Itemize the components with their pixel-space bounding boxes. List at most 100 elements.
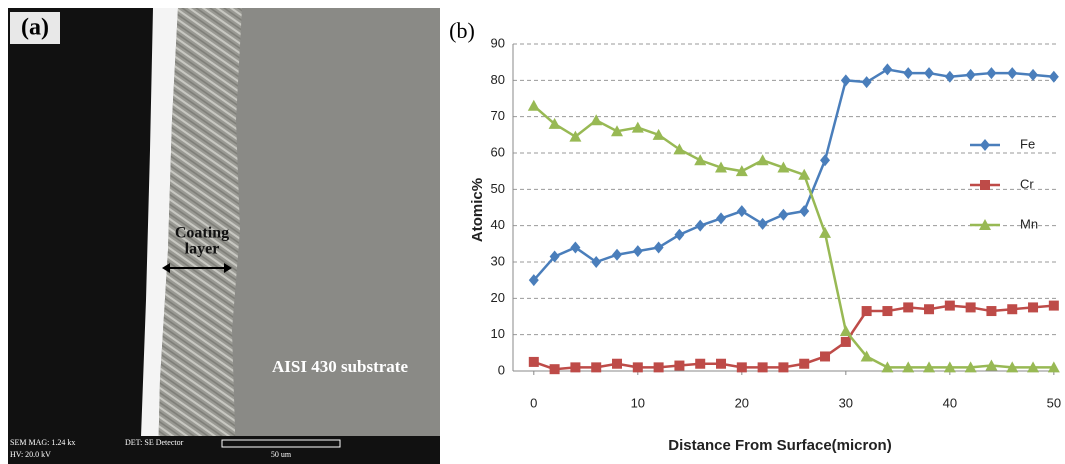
- marker: [715, 161, 728, 173]
- footer-text: DET: SE Detector: [125, 438, 184, 447]
- marker: [590, 114, 603, 126]
- marker: [652, 128, 665, 140]
- y-tick-label: 50: [491, 181, 505, 196]
- legend-label: Fe: [1020, 136, 1035, 151]
- marker: [673, 143, 686, 155]
- marker: [756, 154, 769, 166]
- y-tick-label: 60: [491, 144, 505, 159]
- series-line: [532, 68, 1054, 281]
- marker: [612, 248, 623, 261]
- marker: [653, 241, 664, 254]
- marker: [528, 356, 539, 367]
- series-line: [532, 104, 1054, 369]
- footer-text: SEM MAG: 1.24 kx: [10, 438, 75, 447]
- legend-label: Cr: [1020, 176, 1034, 191]
- marker: [778, 208, 789, 221]
- marker: [757, 217, 768, 230]
- marker: [695, 358, 706, 369]
- x-tick-label: 30: [839, 395, 853, 410]
- annotation: Coating: [175, 225, 229, 242]
- marker: [716, 358, 727, 369]
- x-tick-label: 50: [1047, 395, 1061, 410]
- marker: [757, 362, 768, 373]
- marker: [674, 360, 685, 371]
- marker: [674, 228, 685, 241]
- x-tick-label: 0: [530, 395, 537, 410]
- marker: [943, 361, 956, 373]
- marker: [986, 306, 997, 317]
- arrow-heads: [162, 263, 232, 273]
- marker: [882, 306, 893, 317]
- marker: [736, 205, 747, 218]
- marker: [860, 350, 873, 362]
- marker: [591, 362, 602, 373]
- background-area: [8, 8, 153, 464]
- marker: [985, 359, 998, 371]
- marker: [1048, 300, 1059, 311]
- marker: [612, 358, 623, 369]
- marker: [924, 67, 935, 80]
- y-tick-label: 40: [491, 217, 505, 232]
- y-tick-label: 30: [491, 253, 505, 268]
- marker: [1007, 67, 1018, 80]
- marker: [965, 68, 976, 81]
- marker: [820, 351, 831, 362]
- marker: [611, 125, 624, 137]
- marker: [840, 336, 851, 347]
- marker: [591, 256, 602, 268]
- marker: [570, 241, 581, 254]
- marker: [840, 74, 851, 87]
- marker: [528, 274, 539, 287]
- marker: [1048, 70, 1059, 83]
- x-tick-label: 10: [631, 395, 645, 410]
- marker: [903, 67, 914, 80]
- marker: [1028, 302, 1039, 313]
- marker: [653, 362, 664, 373]
- marker: [799, 205, 810, 218]
- panel-label: (b): [449, 18, 475, 43]
- marker: [861, 306, 872, 317]
- marker: [736, 362, 747, 373]
- x-axis-label: Distance From Surface(micron): [668, 437, 891, 454]
- y-tick-label: 10: [491, 326, 505, 341]
- marker: [694, 154, 707, 166]
- marker: [881, 361, 894, 373]
- marker: [903, 302, 914, 313]
- y-tick-label: 20: [491, 290, 505, 305]
- marker: [923, 361, 936, 373]
- edge-strip: [140, 8, 178, 464]
- marker: [570, 362, 581, 373]
- marker: [777, 161, 790, 173]
- marker: [632, 245, 643, 258]
- info-bar: [8, 436, 440, 464]
- marker: [632, 362, 643, 373]
- legend-label: Mn: [1020, 216, 1038, 231]
- marker: [924, 304, 935, 315]
- marker: [569, 130, 582, 142]
- label-box: [10, 12, 60, 44]
- marker: [1027, 361, 1040, 373]
- coating-area: [158, 8, 242, 464]
- marker: [799, 358, 810, 369]
- marker: [882, 63, 893, 76]
- scale-text: 50 um: [271, 450, 292, 459]
- footer-text: HV: 20.0 kV: [10, 450, 51, 459]
- marker: [716, 212, 727, 225]
- marker: [549, 364, 560, 375]
- marker: [980, 180, 990, 190]
- y-axis-label: Atomic%: [469, 178, 486, 242]
- y-tick-label: 90: [491, 35, 505, 50]
- marker: [986, 67, 997, 80]
- marker: [1047, 361, 1060, 373]
- marker: [798, 168, 811, 180]
- marker: [631, 121, 644, 133]
- panel-label: (a): [21, 15, 49, 41]
- marker: [1006, 361, 1019, 373]
- scale-bar: [221, 439, 341, 448]
- x-tick-label: 40: [943, 395, 957, 410]
- marker: [695, 219, 706, 232]
- marker: [819, 226, 832, 238]
- marker: [980, 139, 990, 151]
- marker: [979, 219, 991, 230]
- series-line: [533, 304, 1054, 371]
